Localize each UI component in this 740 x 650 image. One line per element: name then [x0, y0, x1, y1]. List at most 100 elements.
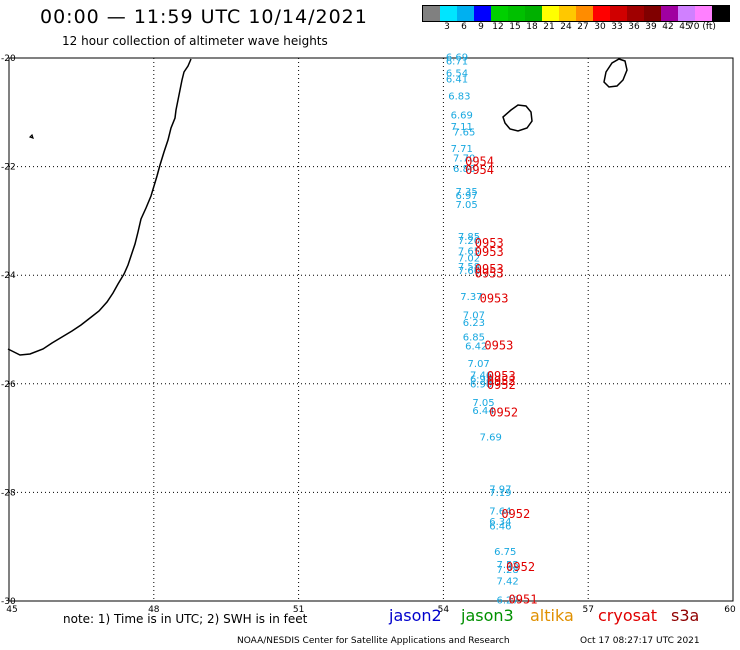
scale-label: 18 [526, 22, 538, 32]
pass-times: 0954095409530953095309530953095309530952… [465, 155, 537, 607]
scale-label: 45 [679, 22, 691, 32]
y-axis-label: -20 [1, 54, 16, 64]
generated-timestamp: Oct 17 08:27:17 UTC 2021 [580, 636, 700, 646]
swh-value: 7.65 [458, 247, 480, 258]
swh-value: 7.28 [496, 565, 518, 576]
x-axis-label: 45 [6, 605, 17, 615]
scale-swatch [559, 6, 576, 21]
pass-time: 0952 [487, 374, 516, 388]
swh-value: 6.83 [448, 91, 470, 102]
swh-value: 6.71 [446, 57, 468, 68]
sat-s3a: s3a [671, 606, 700, 625]
scale-label: 3 [444, 22, 450, 32]
swh-value: 7.64 [489, 507, 511, 518]
scale-label: 33 [611, 22, 623, 32]
pass-time: 0953 [480, 291, 509, 305]
swh-value: 6.86 [453, 164, 475, 175]
scale-label: 6 [461, 22, 467, 32]
scale-swatch [627, 6, 644, 21]
swh-value: 7.35 [455, 187, 477, 198]
pass-time: 0952 [506, 560, 535, 574]
swh-value: 7.02 [458, 254, 480, 265]
swh-value: 6.69 [446, 53, 468, 64]
swh-value: 6.90 [470, 380, 492, 391]
pass-time: 0953 [475, 236, 504, 250]
scale-swatch [644, 6, 661, 21]
scale-label: 36 [628, 22, 640, 32]
sat-cryosat: cryosat [598, 606, 658, 625]
scale-label: 30 [594, 22, 606, 32]
scale-swatch [491, 6, 508, 21]
swh-value: 7.69 [480, 432, 502, 443]
sat-jason3: jason3 [461, 606, 514, 625]
pass-time: 0951 [509, 593, 538, 607]
mauritius-island [603, 58, 628, 88]
pass-time: 0952 [487, 378, 516, 392]
swh-value: 7.19 [489, 488, 511, 499]
scale-label: 21 [543, 22, 555, 32]
swh-value: 7.71 [451, 144, 473, 155]
y-axis-label: -30 [1, 597, 16, 607]
swh-value: 7.05 [455, 200, 477, 211]
swh-value: 7.05 [472, 398, 494, 409]
swh-value: 7.37 [460, 292, 482, 303]
swh-readings: 6.696.716.546.416.836.697.117.657.717.70… [446, 53, 519, 607]
x-axis-label: 57 [582, 605, 593, 615]
color-scale [422, 5, 730, 22]
credit-line: NOAA/NESDIS Center for Satellite Applica… [237, 636, 510, 646]
pass-time: 0953 [484, 339, 513, 353]
swh-value: 6.69 [451, 110, 473, 121]
map-frame [8, 57, 734, 602]
axis-labels: 45 48 51 54 57 60 -20 -22 -24 -26 -28 -30 [1, 54, 736, 615]
scale-label: 12 [492, 22, 504, 32]
pass-time: 0953 [487, 369, 516, 383]
swh-value: 6.75 [494, 547, 516, 558]
scale-swatch [423, 6, 440, 21]
pass-time: 0953 [475, 245, 504, 259]
page-title: 00:00 — 11:59 UTC 10/14/2021 [40, 6, 368, 28]
footnote: note: 1) Time is in UTC; 2) SWH is in fe… [63, 612, 308, 626]
swh-value: 7.58 [458, 262, 480, 273]
swh-value: 7.66 [458, 266, 480, 277]
scale-label: 70 (ft) [688, 22, 716, 32]
swh-value: 7.97 [489, 484, 511, 495]
swh-value: 7.42 [496, 577, 518, 588]
reunion-island [502, 104, 533, 132]
x-axis-label: 51 [293, 605, 304, 615]
y-axis-label: -26 [1, 380, 16, 390]
scale-label: 15 [509, 22, 521, 32]
swh-value: 7.55 [496, 560, 518, 571]
scale-label: 9 [478, 22, 484, 32]
scale-swatch [678, 6, 695, 21]
scale-label: 39 [645, 22, 657, 32]
scale-swatch [474, 6, 491, 21]
swh-value: 6.46 [489, 521, 511, 532]
scale-swatch [712, 6, 729, 21]
swh-value: 6.98 [470, 375, 492, 386]
swh-value: 6.41 [446, 74, 468, 85]
scale-label: 24 [560, 22, 572, 32]
pass-time: 0954 [465, 163, 494, 177]
swh-value: 6.27 [496, 596, 518, 607]
madagascar-coastline [7, 58, 192, 356]
pass-time: 0952 [501, 507, 530, 521]
x-axis-label: 60 [724, 605, 736, 615]
scale-swatch [695, 6, 712, 21]
scale-swatch [525, 6, 542, 21]
x-axis-label: 54 [438, 605, 450, 615]
y-axis-label: -22 [1, 163, 16, 173]
scale-label: 27 [577, 22, 589, 32]
swh-value: 7.85 [458, 232, 480, 243]
swh-value: 6.97 [455, 191, 477, 202]
swh-value: 7.70 [453, 154, 475, 165]
scale-swatch [661, 6, 678, 21]
pass-time: 0952 [489, 405, 518, 419]
y-axis-label: -28 [1, 488, 16, 498]
scale-swatch [610, 6, 627, 21]
scale-swatch [542, 6, 559, 21]
y-axis-label: -24 [1, 271, 16, 281]
swh-value: 6.42 [465, 342, 487, 353]
swh-value: 7.07 [468, 359, 490, 370]
scale-swatch [593, 6, 610, 21]
